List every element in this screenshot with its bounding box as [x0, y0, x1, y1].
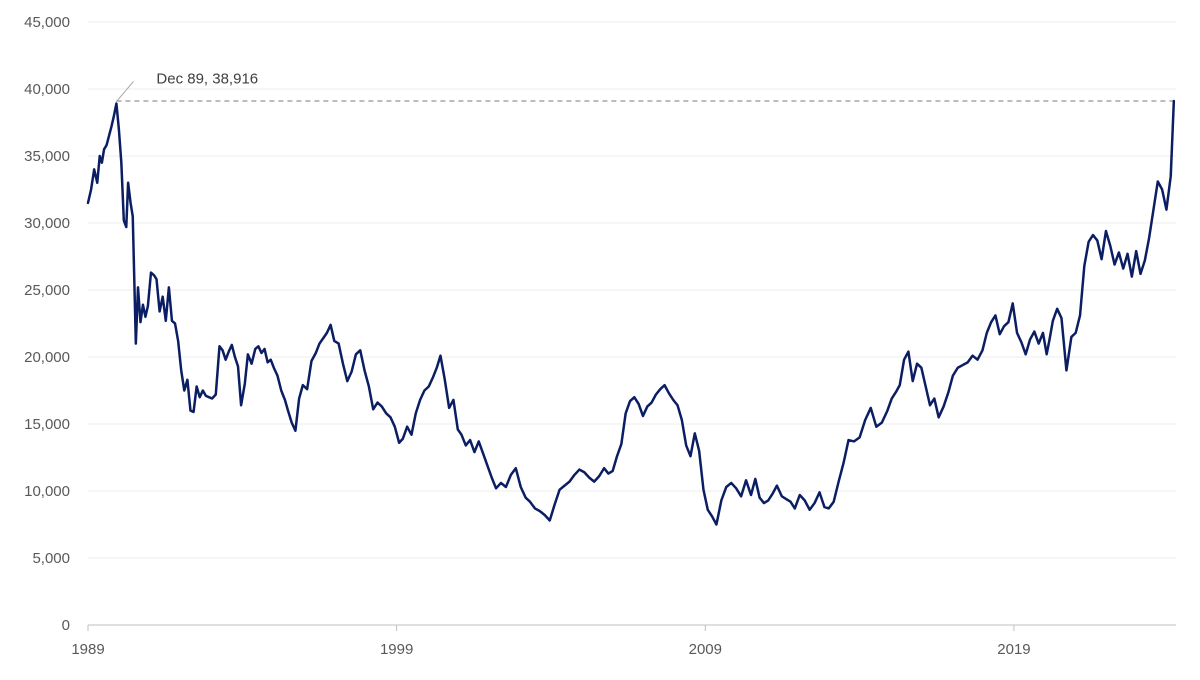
series-line: [86, 99, 1176, 526]
y-tick-label: 40,000: [24, 81, 70, 98]
annotation-label: Dec 89, 38,916: [156, 71, 258, 88]
x-tick-label: 1989: [71, 641, 104, 658]
y-tick-label: 20,000: [24, 349, 70, 366]
x-tick-label: 2019: [997, 641, 1030, 658]
x-tick-label: 2009: [689, 641, 722, 658]
x-tick-label: 1999: [380, 641, 413, 658]
y-axis-tick-labels: 0 5,000 10,000 15,000 20,000 25,000 30,000 35,0…: [24, 14, 70, 634]
y-tick-label: 15,000: [24, 416, 70, 433]
x-axis-tick-labels: 1989 1999 2009 2019: [71, 625, 1031, 658]
annotation-leader-line: [116, 81, 134, 102]
y-tick-label: 10,000: [24, 483, 70, 500]
y-tick-label: 5,000: [32, 550, 70, 567]
y-tick-label: 35,000: [24, 148, 70, 165]
y-tick-label: 30,000: [24, 215, 70, 232]
y-tick-label: 25,000: [24, 282, 70, 299]
gridlines: [88, 21, 1176, 559]
y-tick-label: 45,000: [24, 14, 70, 31]
y-tick-label: 0: [62, 617, 70, 634]
